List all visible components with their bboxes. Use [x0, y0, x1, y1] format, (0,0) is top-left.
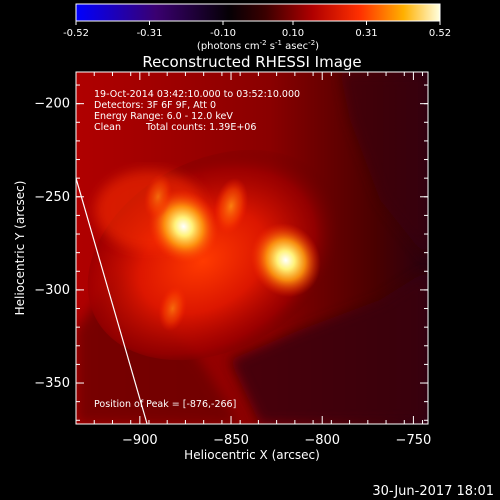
colorbar-ticks: -0.52 -0.31 -0.10 0.10 0.31 0.52	[63, 21, 451, 39]
y-tick-label: −250	[34, 190, 70, 205]
colorbar-tick-label: -0.10	[210, 28, 236, 39]
sources-layer	[144, 174, 321, 332]
dark-region	[230, 270, 428, 424]
annotation-detectors: Detectors: 3F 6F 9F, Att 0	[94, 100, 216, 111]
solar-limb-line	[75, 177, 148, 425]
annotation-clean: Clean	[94, 122, 121, 133]
colorbar-tick-label: -0.52	[63, 28, 89, 39]
y-tick-label: −350	[34, 376, 70, 391]
annotation-block: 19-Oct-2014 03:42:10.000 to 03:52:10.000…	[94, 89, 300, 133]
annotation-time: 19-Oct-2014 03:42:10.000 to 03:52:10.000	[94, 89, 300, 100]
colorbar-frame	[75, 3, 441, 22]
y-axis-label: Heliocentric Y (arcsec)	[13, 181, 27, 316]
dark-region	[340, 72, 428, 260]
colorbar-tick-label: 0.10	[282, 28, 304, 39]
flare-source-peak	[250, 223, 321, 298]
colorbar-tick-label: 0.31	[355, 28, 377, 39]
x-tick-label: −800	[304, 433, 340, 448]
x-tick-label: −750	[396, 433, 432, 448]
x-axis-label: Heliocentric X (arcsec)	[184, 448, 320, 462]
flare-source	[144, 174, 173, 220]
flare-source	[158, 285, 187, 332]
x-tick-label: −900	[122, 433, 158, 448]
x-axis: −900 −850 −800 −750	[93, 72, 432, 448]
y-axis: −350 −300 −250 −200	[34, 84, 428, 421]
colorbar-tick-label: 0.52	[429, 28, 451, 39]
footer-timestamp: 30-Jun-2017 18:01	[372, 484, 494, 499]
x-tick-label: −850	[213, 433, 249, 448]
annotation-energy: Energy Range: 6.0 - 12.0 keV	[94, 111, 233, 122]
y-tick-label: −200	[34, 97, 70, 112]
plot-frame	[75, 71, 429, 425]
annotation-counts: Total counts: 1.39E+06	[145, 122, 256, 133]
peak-position-label: Position of Peak = [-876,-266]	[94, 399, 236, 410]
colorbar-units: (photons cm-2 s-1 asec-2)	[197, 39, 319, 52]
colorbar	[76, 4, 440, 21]
flare-source	[214, 177, 249, 235]
heatmap-image	[76, 72, 428, 424]
y-tick-label: −300	[34, 283, 70, 298]
colorbar-tick-label: -0.31	[137, 28, 163, 39]
chart-title: Reconstructed RHESSI Image	[142, 53, 361, 71]
